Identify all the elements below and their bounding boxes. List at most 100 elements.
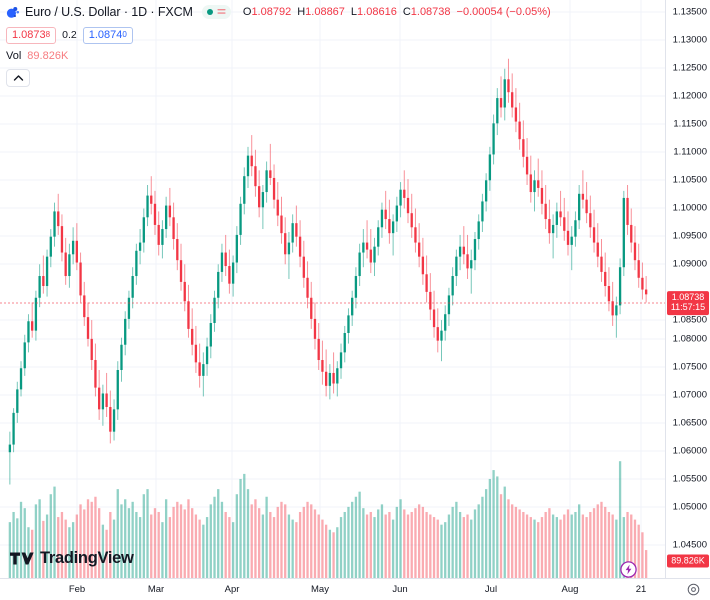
candle-body [403,189,406,198]
volume-bar [525,514,529,578]
candle-body [358,252,361,277]
candle-body [592,227,596,243]
candle-body [458,246,462,257]
price-axis-label: 1.08500 [672,314,707,326]
candle-body [239,203,242,235]
candle-body [209,323,212,347]
candle-body [261,192,265,208]
time-axis-label: Mar [147,584,165,595]
volume-bar [164,499,168,578]
volume-bar [75,514,78,578]
candle-body [496,98,499,124]
candle-body [615,305,618,316]
realtime-bolt-badge[interactable] [620,561,637,578]
candle-body [388,219,391,234]
volume-bar [540,517,544,578]
time-axis-label: Apr [224,584,240,595]
volume-bar [533,519,536,578]
price-axis-label: 1.11500 [673,118,707,130]
volume-bar [384,514,387,578]
volume-bar [377,509,380,578]
lightning-bolt-icon [620,561,637,578]
volume-bar [496,476,499,578]
candle-body [328,372,332,386]
candle-body [633,242,637,261]
volume-bar [551,514,555,578]
candle-body [410,213,413,228]
candle-body [217,271,220,298]
candle-body [418,242,421,257]
candle-body [235,234,238,263]
candle-body [135,250,138,277]
candle-body [187,301,190,329]
candle-body [90,338,93,361]
candle-body [644,289,648,295]
candle-body [503,79,506,108]
volume-bar [153,508,157,578]
tradingview-logo-icon [10,552,34,565]
candle-body [176,239,179,261]
volume-bar [641,532,644,578]
volume-bar [228,517,231,578]
candle-body [563,217,566,231]
candle-body [164,205,168,230]
candle-body [555,211,558,225]
volume-bar [12,511,15,578]
time-axis-label: Jun [392,584,408,595]
volume-bar [57,517,60,578]
volume-bar [287,514,291,578]
volume-bar [630,514,633,578]
candle-body [589,213,592,228]
candle-body [310,297,313,319]
watermark-text: TradingView [40,549,134,567]
candle-body [138,242,142,251]
candle-body [570,236,573,245]
candle-body [626,197,629,225]
candle-body [600,256,603,272]
candle-body [124,318,127,345]
candle-body [351,297,354,316]
volume-bar [8,522,12,578]
candle-body [23,342,26,369]
candle-body [499,98,503,108]
volume-bar [391,519,395,578]
chart-settings-button[interactable] [687,583,700,600]
volume-bar [354,496,358,578]
volume-bar [432,517,436,578]
chart-plot-area[interactable] [0,0,665,578]
candle-body [421,256,425,275]
current-price-value: 1.08738 [671,292,705,303]
candle-body [153,203,157,225]
candle-body [71,240,75,255]
volume-bar [142,494,145,578]
volume-bar [302,506,305,578]
collapse-pane-button[interactable] [6,69,30,87]
volume-bar [19,501,23,578]
candle-body [146,195,149,218]
time-axis[interactable]: Feb Mar Apr May Jun Jul Aug 21 [0,578,710,600]
volume-bar [213,496,216,578]
price-axis-label: 1.10000 [672,202,707,214]
price-axis-label: 1.10500 [672,174,707,186]
volume-bar [310,504,313,578]
volume-bar [566,509,570,578]
candle-body [157,224,160,245]
price-axis[interactable]: 1.13500 1.13000 1.12500 1.12000 1.11500 1.110… [665,0,710,578]
candle-body [161,229,164,245]
candle-body [202,364,205,376]
candle-body [548,219,551,234]
volume-bar [618,461,622,578]
candle-body [64,252,67,277]
candle-body [596,242,599,257]
volume-bar [399,499,402,578]
volume-bar [313,509,317,578]
volume-bar [365,514,369,578]
volume-bar [254,499,257,578]
candle-body [45,256,49,287]
candle-body [574,220,577,237]
candle-body [455,256,458,277]
candle-body [142,217,145,243]
candle-body [343,333,346,353]
candle-body [377,227,380,247]
